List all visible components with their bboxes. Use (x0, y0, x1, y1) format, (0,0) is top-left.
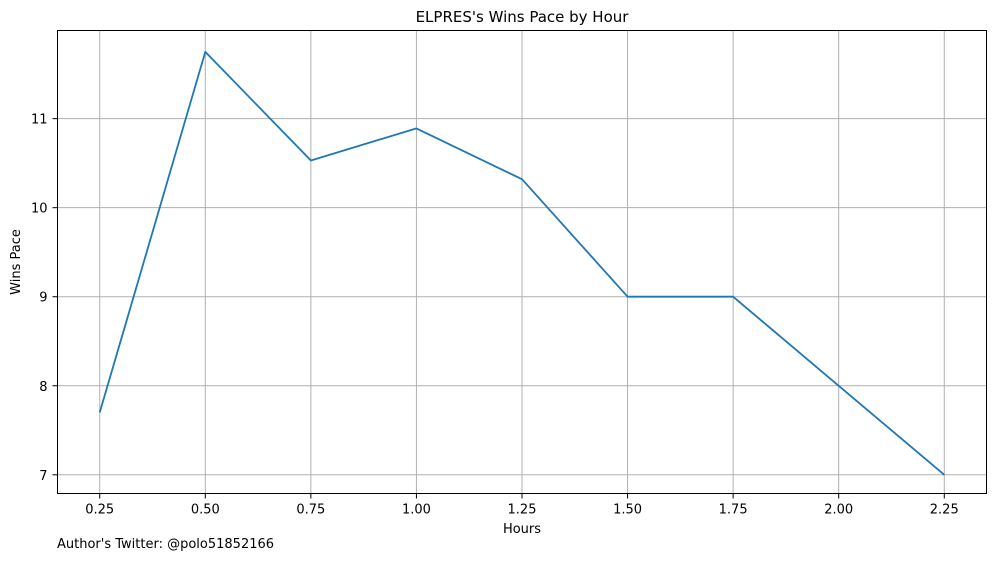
data-point (520, 177, 524, 181)
chart-title: ELPRES's Wins Pace by Hour (416, 8, 630, 26)
series-layer (98, 50, 946, 477)
y-tick-label: 8 (39, 380, 47, 395)
x-tick-label: 1.00 (402, 503, 431, 518)
x-tick-label: 2.25 (930, 503, 959, 518)
data-point (837, 384, 841, 388)
y-tick-label: 11 (31, 113, 48, 128)
y-tick-label: 7 (39, 469, 47, 484)
y-axis-ticks: 7 8 9 10 11 (31, 113, 58, 484)
grid-lines (57, 30, 987, 494)
x-axis-ticks: 0.25 0.50 0.75 1.00 1.25 1.50 1.75 2.00 2.25 (85, 493, 959, 518)
x-tick-label: 2.00 (824, 503, 853, 518)
data-point (309, 158, 313, 162)
y-axis-label: Wins Pace (9, 229, 24, 295)
data-point (414, 126, 418, 130)
author-footnote: Author's Twitter: @polo51852166 (57, 537, 275, 552)
x-tick-label: 1.75 (719, 503, 748, 518)
x-tick-label: 1.50 (613, 503, 642, 518)
x-tick-label: 1.25 (508, 503, 537, 518)
y-tick-label: 10 (31, 202, 48, 217)
data-point (98, 410, 102, 414)
series-line (98, 51, 945, 476)
x-tick-label: 0.75 (296, 503, 325, 518)
x-tick-label: 0.50 (191, 503, 220, 518)
data-point (731, 295, 735, 299)
x-axis-label: Hours (503, 522, 541, 537)
y-tick-label: 9 (39, 291, 47, 306)
data-point (626, 295, 630, 299)
data-point (203, 50, 207, 54)
data-point (942, 473, 946, 477)
x-tick-label: 0.25 (85, 503, 114, 518)
